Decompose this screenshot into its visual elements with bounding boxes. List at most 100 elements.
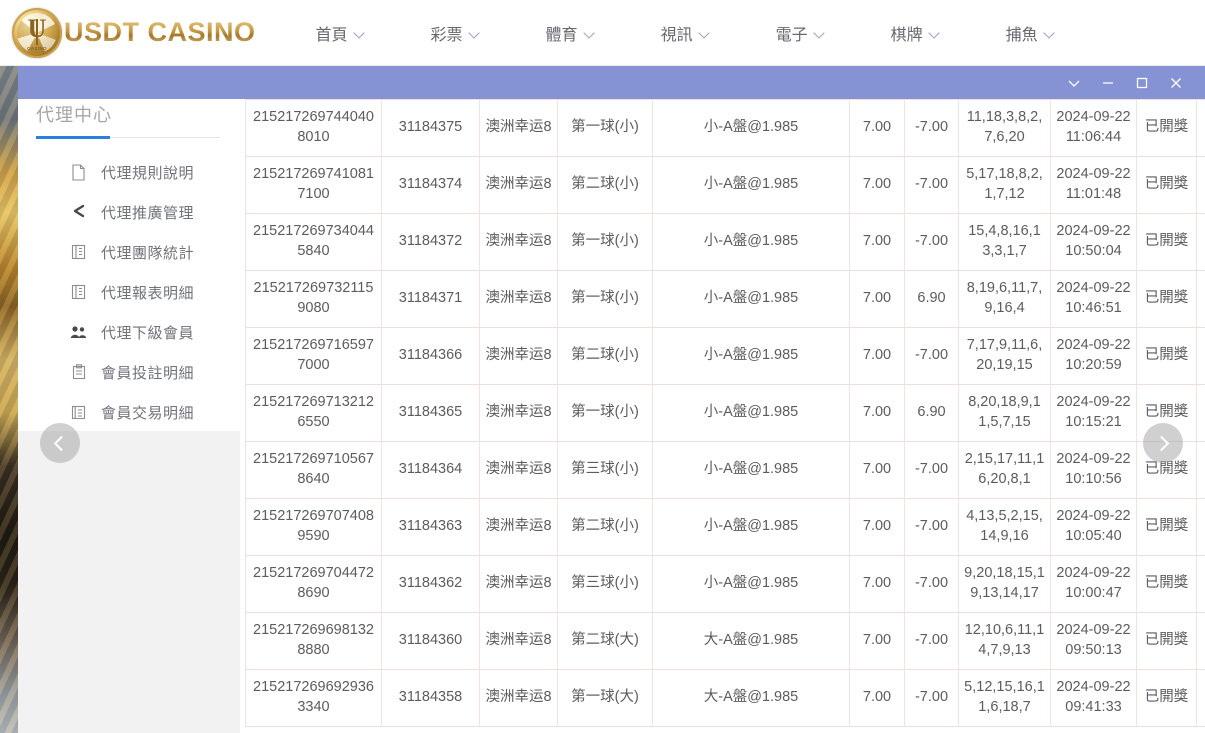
cell-time: 2024-09-22 11:01:48 <box>1050 156 1137 214</box>
sidebar-item-report-detail[interactable]: 代理報表明細 <box>18 272 240 312</box>
collapse-chevron-icon[interactable] <box>1057 66 1091 99</box>
cell-amount: 7.00 <box>849 498 905 556</box>
table-row[interactable]: 2152172697165977000 31184366 澳洲幸运8 第二球(小… <box>245 327 1205 385</box>
cell-order-no: 2152172697165977000 <box>245 327 382 385</box>
sidebar-item-team-stats[interactable]: 代理團隊統計 <box>18 232 240 272</box>
cell-order-no: 2152172697410817100 <box>245 156 382 214</box>
cell-amount: 7.00 <box>849 441 905 499</box>
cell-play: 第二球(大) <box>557 612 653 670</box>
nav-label: 棋牌 <box>890 26 923 44</box>
cell-order-no: 2152172696929363340 <box>245 669 382 727</box>
cell-game: 澳洲幸运8 <box>479 213 558 271</box>
cell-amount: 7.00 <box>849 669 905 727</box>
cell-profit: -7.00 <box>904 327 959 385</box>
cell-odds: 小-A盤@1.985 <box>652 441 850 499</box>
table-row[interactable]: 2152172697410817100 31184374 澳洲幸运8 第二球(小… <box>245 156 1205 214</box>
table-row[interactable]: 2152172697440408010 31184375 澳洲幸运8 第一球(小… <box>245 99 1205 157</box>
cell-time: 2024-09-22 10:05:40 <box>1050 498 1137 556</box>
sidebar-item-promotion[interactable]: 代理推廣管理 <box>18 192 240 232</box>
cell-amount: 7.00 <box>849 156 905 214</box>
cell-odds: 小-A盤@1.985 <box>652 498 850 556</box>
sidebar-item-member-transactions[interactable]: 會員交易明細 <box>18 392 240 432</box>
nav-item-slots[interactable]: 電子 <box>766 21 836 45</box>
cell-order-no: 2152172697074089590 <box>245 498 382 556</box>
sidebar-item-member-bets[interactable]: 會員投註明細 <box>18 352 240 392</box>
table-row[interactable]: 2152172697044728690 31184362 澳洲幸运8 第三球(小… <box>245 555 1205 613</box>
document-icon <box>70 163 87 181</box>
table-row[interactable]: 2152172696981328880 31184360 澳洲幸运8 第二球(大… <box>245 612 1205 670</box>
nav-label: 彩票 <box>430 26 463 44</box>
cell-time: 2024-09-22 10:15:21 <box>1050 384 1137 442</box>
nav-item-home[interactable]: 首頁 <box>306 21 376 45</box>
cell-draw-numbers: 4,13,5,2,15,14,9,16 <box>958 498 1051 556</box>
table-row[interactable]: 2152172697105678640 31184364 澳洲幸运8 第三球(小… <box>245 441 1205 499</box>
table-row[interactable]: 2152172697074089590 31184363 澳洲幸运8 第二球(小… <box>245 498 1205 556</box>
nav-item-sports[interactable]: 體育 <box>536 21 606 45</box>
cell-bet-id: 31184360 <box>381 612 480 670</box>
cell-play: 第一球(小) <box>557 270 653 328</box>
cell-profit: -7.00 <box>904 669 959 727</box>
maximize-icon[interactable] <box>1125 66 1159 99</box>
carousel-prev-button[interactable] <box>40 423 80 463</box>
nav-item-cardgames[interactable]: 棋牌 <box>881 21 951 45</box>
cell-odds: 小-A盤@1.985 <box>652 384 850 442</box>
cell-play: 第一球(小) <box>557 213 653 271</box>
sidebar-item-agent-rules[interactable]: 代理規則說明 <box>18 152 240 192</box>
cell-bet-id: 31184363 <box>381 498 480 556</box>
nav-item-fishing[interactable]: 捕魚 <box>996 21 1066 45</box>
carousel-next-button[interactable] <box>1143 423 1183 463</box>
nav-item-live[interactable]: 視訊 <box>651 21 721 45</box>
cell-bet-id: 31184358 <box>381 669 480 727</box>
cell-amount: 7.00 <box>849 384 905 442</box>
cell-draw-numbers: 8,20,18,9,11,5,7,15 <box>958 384 1051 442</box>
clipboard-icon <box>70 364 87 381</box>
sidebar-item-sub-members[interactable]: 代理下級會員 <box>18 312 240 352</box>
cell-bet-id: 31184374 <box>381 156 480 214</box>
table-row[interactable]: 2152172697132126550 31184365 澳洲幸运8 第一球(小… <box>245 384 1205 442</box>
table-row[interactable]: 2152172696929363340 31184358 澳洲幸运8 第一球(大… <box>245 669 1205 727</box>
cell-play: 第二球(小) <box>557 327 653 385</box>
cell-valid-status: 有效 <box>1196 669 1205 727</box>
cell-time: 2024-09-22 09:41:33 <box>1050 669 1137 727</box>
sidebar-title: 代理中心 <box>36 105 112 125</box>
cell-valid-status: 有效 <box>1196 156 1205 214</box>
cell-game: 澳洲幸运8 <box>479 498 558 556</box>
cell-order-no: 2152172697105678640 <box>245 441 382 499</box>
cell-draw-numbers: 2,15,17,11,16,20,8,1 <box>958 441 1051 499</box>
chevron-left-icon <box>53 435 70 451</box>
brand-name: USDT CASINO <box>64 17 256 47</box>
table-row[interactable]: 2152172697340445840 31184372 澳洲幸运8 第一球(小… <box>245 213 1205 271</box>
cell-time: 2024-09-22 10:00:47 <box>1050 555 1137 613</box>
cell-draw-status: 已開獎 <box>1136 327 1197 385</box>
cell-time: 2024-09-22 11:06:44 <box>1050 99 1137 157</box>
sidebar-item-label: 代理推廣管理 <box>101 204 195 222</box>
site-logo[interactable]: U CASINO USDT CASINO <box>12 7 256 58</box>
cell-valid-status: 有效 <box>1196 612 1205 670</box>
sidebar-item-label: 代理團隊統計 <box>101 244 195 262</box>
cell-odds: 小-A盤@1.985 <box>652 99 850 157</box>
cell-order-no: 2152172697044728690 <box>245 555 382 613</box>
cell-profit: -7.00 <box>904 213 959 271</box>
cell-game: 澳洲幸运8 <box>479 99 558 157</box>
cell-order-no: 2152172696981328880 <box>245 612 382 670</box>
site-header: U CASINO USDT CASINO 首頁 彩票 體育 視訊 電子 棋牌 <box>0 0 1205 66</box>
cell-time: 2024-09-22 10:10:56 <box>1050 441 1137 499</box>
chevron-down-icon <box>1045 29 1056 36</box>
cell-time: 2024-09-22 10:46:51 <box>1050 270 1137 328</box>
share-icon <box>70 204 87 221</box>
cell-game: 澳洲幸运8 <box>479 612 558 670</box>
table-row[interactable]: 2152172697321159080 31184371 澳洲幸运8 第一球(小… <box>245 270 1205 328</box>
nav-label: 體育 <box>545 26 578 44</box>
cell-draw-numbers: 9,20,18,15,19,13,14,17 <box>958 555 1051 613</box>
cell-draw-numbers: 11,18,3,8,2,7,6,20 <box>958 99 1051 157</box>
nav-item-lottery[interactable]: 彩票 <box>421 21 491 45</box>
cell-game: 澳洲幸运8 <box>479 327 558 385</box>
cell-profit: -7.00 <box>904 612 959 670</box>
bets-table-container[interactable]: 2152172697440408010 31184375 澳洲幸运8 第一球(小… <box>245 99 1205 733</box>
cell-time: 2024-09-22 10:50:04 <box>1050 213 1137 271</box>
minimize-icon[interactable] <box>1091 66 1125 99</box>
cell-draw-status: 已開獎 <box>1136 270 1197 328</box>
close-icon[interactable] <box>1159 66 1193 99</box>
agent-center-sidebar: 代理中心 代理規則說明 代理推廣管理 代理團隊統計 <box>18 99 240 431</box>
sidebar-item-label: 會員交易明細 <box>101 404 195 422</box>
